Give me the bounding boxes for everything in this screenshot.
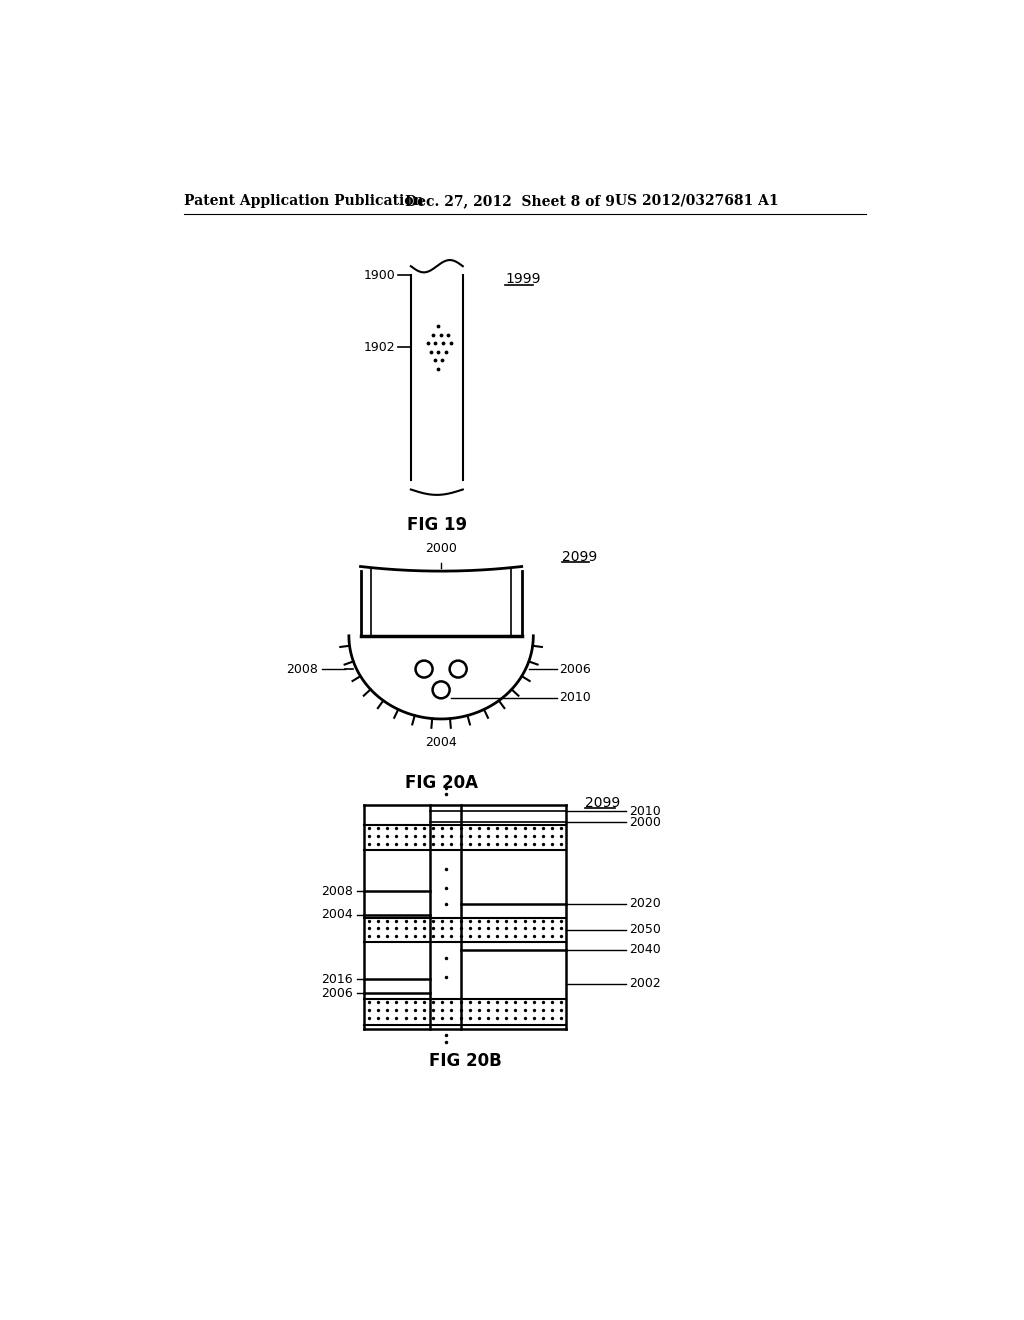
Text: 2016: 2016 <box>322 973 352 986</box>
Text: FIG 20A: FIG 20A <box>404 775 477 792</box>
Text: Dec. 27, 2012  Sheet 8 of 9: Dec. 27, 2012 Sheet 8 of 9 <box>406 194 615 207</box>
Text: 2099: 2099 <box>586 796 621 810</box>
Text: Patent Application Publication: Patent Application Publication <box>183 194 424 207</box>
Text: 2050: 2050 <box>629 924 660 936</box>
Text: 2006: 2006 <box>321 986 352 999</box>
Text: 2002: 2002 <box>629 977 660 990</box>
Text: 2010: 2010 <box>629 805 660 818</box>
Text: 2004: 2004 <box>321 908 352 921</box>
Text: 2006: 2006 <box>559 663 591 676</box>
Text: 1999: 1999 <box>506 272 541 286</box>
Text: 2004: 2004 <box>425 737 457 748</box>
Text: 2010: 2010 <box>559 692 591 704</box>
Text: 2008: 2008 <box>286 663 317 676</box>
Text: US 2012/0327681 A1: US 2012/0327681 A1 <box>614 194 778 207</box>
Text: 2008: 2008 <box>321 884 352 898</box>
Text: 2099: 2099 <box>562 549 597 564</box>
Text: FIG 20B: FIG 20B <box>429 1052 502 1069</box>
Text: 1900: 1900 <box>364 269 395 282</box>
Text: FIG 19: FIG 19 <box>407 516 467 535</box>
Text: 1902: 1902 <box>364 341 395 354</box>
Text: 2040: 2040 <box>629 944 660 957</box>
Text: 2000: 2000 <box>629 816 660 829</box>
Text: 2000: 2000 <box>425 543 457 554</box>
Text: 2020: 2020 <box>629 898 660 911</box>
